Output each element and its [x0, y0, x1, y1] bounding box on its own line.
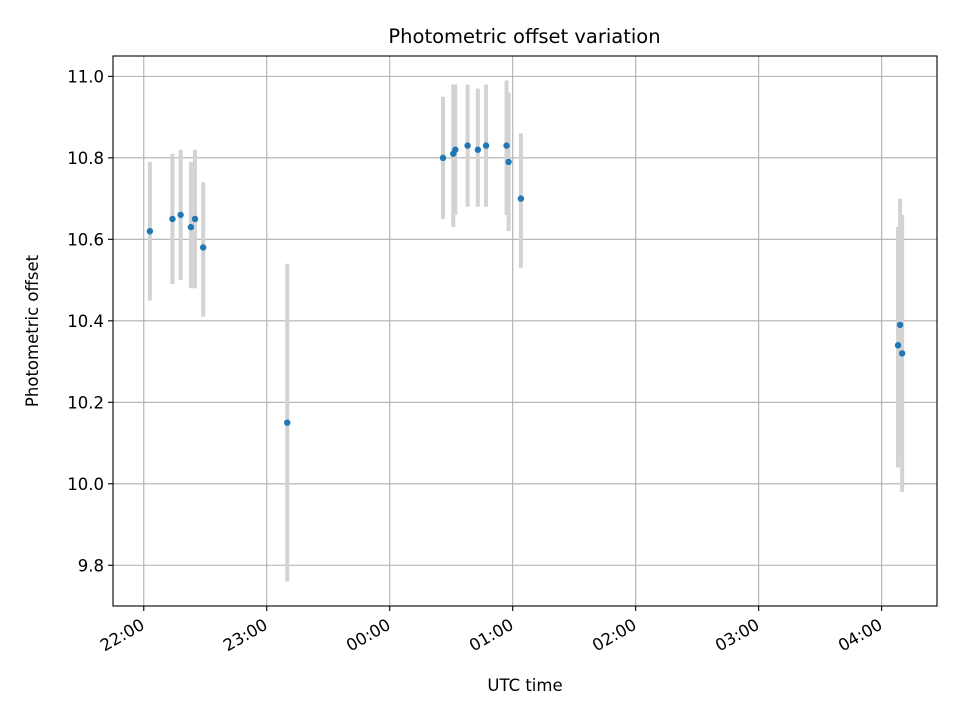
data-point [169, 215, 176, 223]
x-axis-label: UTC time [487, 676, 562, 695]
data-point [894, 342, 902, 349]
y-tick-label: 10.2 [67, 393, 104, 412]
data-point [482, 142, 490, 149]
data-point [439, 154, 447, 162]
data-point [146, 227, 154, 235]
data-point [177, 211, 184, 219]
y-tick-label: 9.8 [78, 556, 104, 575]
point-layer [146, 142, 906, 426]
data-point [474, 146, 482, 153]
y-tick-label: 10.0 [67, 475, 104, 494]
plot-frame [112, 55, 938, 607]
y-tick-layer: 9.8 10.0 10.2 10.4 10.6 10.8 11.0 [67, 67, 113, 575]
data-point [898, 350, 906, 357]
chart-title: Photometric offset variation [388, 25, 660, 48]
data-point [505, 158, 512, 166]
data-point [464, 142, 471, 149]
data-point [191, 215, 199, 223]
data-point [517, 195, 525, 202]
data-point [199, 244, 207, 251]
y-tick-label: 11.0 [67, 67, 104, 86]
data-point [187, 223, 195, 231]
data-point [896, 321, 904, 329]
y-tick-label: 10.4 [67, 312, 104, 331]
grid-layer [113, 56, 937, 606]
y-tick-label: 10.8 [67, 149, 104, 168]
y-axis-label: Photometric offset [23, 254, 42, 407]
y-tick-label: 10.6 [67, 230, 104, 249]
data-point [503, 142, 510, 149]
data-point [284, 419, 291, 426]
data-point [452, 146, 459, 153]
